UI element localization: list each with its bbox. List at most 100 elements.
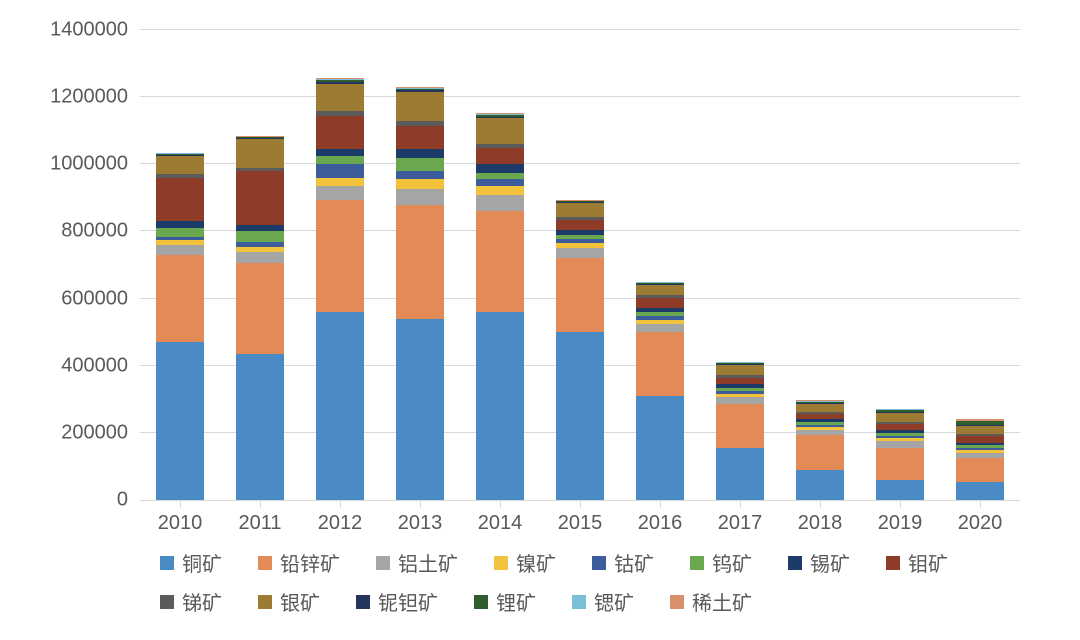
bar-column: 2011: [236, 136, 284, 500]
x-tick-label: 2011: [238, 512, 281, 535]
legend-swatch-icon: [670, 595, 684, 609]
legend-swatch-icon: [592, 556, 606, 570]
x-tick-label: 2016: [638, 512, 683, 535]
bar-column: 2013: [396, 87, 444, 500]
legend-swatch-icon: [474, 595, 488, 609]
y-tick-label: 600000: [61, 287, 128, 310]
x-tick-label: 2015: [558, 512, 603, 535]
bar-segment: [316, 84, 364, 111]
bar-segment: [396, 149, 444, 157]
stacked-bar-chart: 0200000400000600000800000100000012000001…: [0, 0, 1080, 640]
legend-swatch-icon: [258, 556, 272, 570]
bar-segment: [876, 480, 924, 500]
bars-container: 2010201120122013201420152016201720182019…: [140, 30, 1020, 500]
bar-segment: [396, 171, 444, 179]
bar-segment: [316, 149, 364, 156]
legend-label: 铜矿: [182, 548, 222, 577]
legend-swatch-icon: [160, 595, 174, 609]
legend-label: 铅锌矿: [280, 548, 340, 577]
bar-segment: [396, 319, 444, 500]
bar-segment: [156, 255, 204, 342]
legend-label: 钴矿: [614, 548, 654, 577]
bar-segment: [236, 171, 284, 225]
bar-segment: [476, 211, 524, 312]
bar-segment: [796, 435, 844, 470]
bar-segment: [316, 116, 364, 150]
y-tick-label: 800000: [61, 220, 128, 243]
legend-item: 锡矿: [788, 548, 850, 577]
bar-segment: [556, 248, 604, 258]
bar-segment: [716, 378, 764, 385]
bar-segment: [476, 148, 524, 165]
bar-segment: [716, 365, 764, 375]
bar-segment: [556, 332, 604, 500]
bar-segment: [156, 228, 204, 236]
legend-label: 锡矿: [810, 548, 850, 577]
bar-segment: [876, 448, 924, 480]
bar-segment: [316, 164, 364, 177]
bar-segment: [156, 221, 204, 228]
legend-item: 钨矿: [690, 548, 752, 577]
bar-column: 2019: [876, 409, 924, 500]
legend-item: 钴矿: [592, 548, 654, 577]
legend-item: 镍矿: [494, 548, 556, 577]
legend-swatch-icon: [690, 556, 704, 570]
bar-segment: [876, 441, 924, 448]
y-tick-label: 1200000: [50, 86, 128, 109]
legend-swatch-icon: [356, 595, 370, 609]
legend-item: 锑矿: [160, 587, 222, 616]
bar-segment: [316, 186, 364, 199]
legend-item: 铅锌矿: [258, 548, 340, 577]
x-tick-label: 2017: [718, 512, 763, 535]
legend-label: 银矿: [280, 587, 320, 616]
legend-item: 铝土矿: [376, 548, 458, 577]
bar-segment: [396, 179, 444, 189]
x-tick-mark: [340, 500, 341, 508]
bar-column: 2020: [956, 419, 1004, 500]
legend-item: 铌钽矿: [356, 587, 438, 616]
bar-segment: [236, 263, 284, 354]
legend-swatch-icon: [572, 595, 586, 609]
bar-segment: [716, 448, 764, 500]
y-tick-label: 1000000: [50, 153, 128, 176]
bar-segment: [236, 139, 284, 168]
x-tick-label: 2014: [478, 512, 523, 535]
legend-item: 铜矿: [160, 548, 222, 577]
legend-item: 银矿: [258, 587, 320, 616]
bar-column: 2014: [476, 113, 524, 500]
bar-segment: [396, 92, 444, 121]
legend-swatch-icon: [494, 556, 508, 570]
x-tick-mark: [260, 500, 261, 508]
bar-segment: [636, 298, 684, 308]
bar-column: 2018: [796, 400, 844, 500]
bar-segment: [476, 312, 524, 500]
legend-label: 锑矿: [182, 587, 222, 616]
bar-segment: [236, 354, 284, 500]
legend-swatch-icon: [160, 556, 174, 570]
legend-label: 镍矿: [516, 548, 556, 577]
bar-segment: [956, 436, 1004, 443]
bar-segment: [556, 220, 604, 230]
x-tick-label: 2012: [318, 512, 363, 535]
bar-segment: [156, 342, 204, 500]
x-tick-mark: [660, 500, 661, 508]
bar-segment: [796, 404, 844, 412]
bar-segment: [316, 200, 364, 312]
x-tick-mark: [900, 500, 901, 508]
bar-segment: [156, 178, 204, 222]
bar-segment: [396, 158, 444, 171]
bar-segment: [956, 458, 1004, 482]
legend-label: 锶矿: [594, 587, 634, 616]
bar-segment: [796, 470, 844, 500]
bar-segment: [476, 164, 524, 172]
bar-segment: [956, 426, 1004, 434]
legend: 铜矿铅锌矿铝土矿镍矿钴矿钨矿锡矿钼矿锑矿银矿铌钽矿锂矿锶矿稀土矿: [160, 548, 1020, 616]
legend-item: 锂矿: [474, 587, 536, 616]
bar-segment: [556, 258, 604, 332]
legend-swatch-icon: [886, 556, 900, 570]
y-tick-label: 400000: [61, 354, 128, 377]
x-tick-label: 2020: [958, 512, 1003, 535]
y-tick-label: 1400000: [50, 19, 128, 42]
legend-swatch-icon: [376, 556, 390, 570]
bar-segment: [156, 156, 204, 174]
